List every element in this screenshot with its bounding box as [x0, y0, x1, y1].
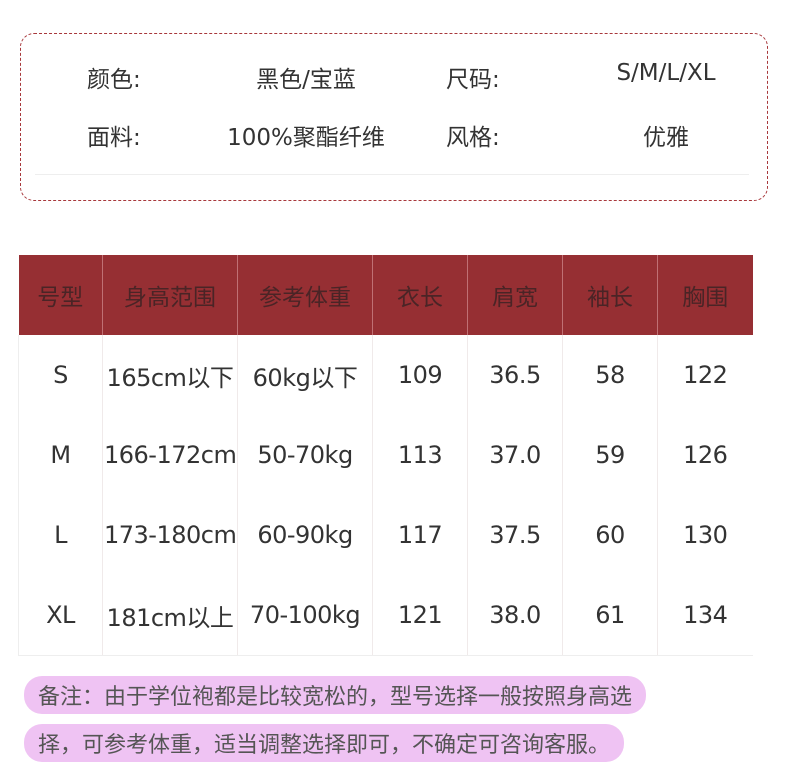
size-value: S/M/L/XL — [616, 60, 716, 86]
column-header: 参考体重 — [237, 255, 373, 335]
table-cell: 166-172cm — [102, 415, 238, 495]
fabric-value: 100%聚酯纤维 — [227, 125, 385, 151]
table-cell: 61 — [562, 575, 658, 656]
table-cell: 121 — [372, 575, 468, 656]
column-header: 号型 — [18, 255, 103, 335]
table-cell: S — [18, 335, 103, 415]
column-header: 身高范围 — [102, 255, 238, 335]
table-cell: 58 — [562, 335, 658, 415]
size-table: 号型 身高范围 参考体重 衣长 肩宽 袖长 胸围 S 165cm以下 60kg以下 109 36.5… — [18, 255, 753, 656]
table-cell: 109 — [372, 335, 468, 415]
table-cell: 130 — [683, 521, 728, 549]
style-label: 风格: — [446, 125, 500, 151]
table-cell: 126 — [683, 441, 728, 469]
note-line-2: 择，可参考体重，适当调整选择即可，不确定可咨询客服。 — [24, 724, 625, 762]
fabric-label: 面料: — [87, 125, 141, 151]
table-cell: 113 — [372, 415, 468, 495]
column-header: 袖长 — [562, 255, 658, 335]
color-label: 颜色: — [87, 67, 141, 93]
table-cell: 134 — [657, 575, 753, 656]
table-cell: 122 — [683, 361, 728, 389]
size-label: 尺码: — [446, 67, 500, 93]
table-cell: 60 — [562, 495, 658, 575]
table-row: S 165cm以下 60kg以下 109 36.5 58 122 — [18, 335, 753, 415]
table-cell: 60-90kg — [237, 495, 373, 575]
column-header: 胸围 — [657, 255, 753, 335]
table-cell: 59 — [562, 415, 658, 495]
note-line-1: 备注：由于学位袍都是比较宽松的，型号选择一般按照身高选 — [24, 676, 647, 714]
table-row: M 166-172cm 50-70kg 113 37.0 59 126 — [18, 415, 753, 495]
column-header: 肩宽 — [467, 255, 563, 335]
table-cell: 165cm以下 — [102, 335, 238, 415]
table-cell: 38.0 — [467, 575, 563, 656]
table-cell: XL — [18, 575, 103, 656]
table-cell: 50-70kg — [237, 415, 373, 495]
table-cell: 70-100kg — [237, 575, 373, 656]
table-cell: L — [18, 495, 103, 575]
table-cell: 181cm以上 — [102, 575, 238, 656]
table-cell: 173-180cm — [102, 495, 238, 575]
column-header: 衣长 — [372, 255, 468, 335]
table-cell: 60kg以下 — [237, 335, 373, 415]
table-cell: 37.5 — [467, 495, 563, 575]
divider — [35, 174, 749, 175]
table-row: L 173-180cm 60-90kg 117 37.5 60 130 — [18, 495, 753, 575]
table-cell: 117 — [372, 495, 468, 575]
product-specs-box: 颜色: 黑色/宝蓝 尺码: S/M/L/XL 面料: 100%聚酯纤维 风格: … — [20, 33, 768, 201]
table-row: XL 181cm以上 70-100kg 121 38.0 61 134 — [18, 575, 753, 656]
table-cell: 36.5 — [467, 335, 563, 415]
table-cell: 37.0 — [467, 415, 563, 495]
style-value: 优雅 — [643, 125, 689, 151]
table-header-row: 号型 身高范围 参考体重 衣长 肩宽 袖长 胸围 — [18, 255, 753, 335]
note: 备注：由于学位袍都是比较宽松的，型号选择一般按照身高选 择，可参考体重，适当调整… — [24, 676, 647, 772]
color-value: 黑色/宝蓝 — [256, 67, 356, 93]
table-cell: M — [18, 415, 103, 495]
